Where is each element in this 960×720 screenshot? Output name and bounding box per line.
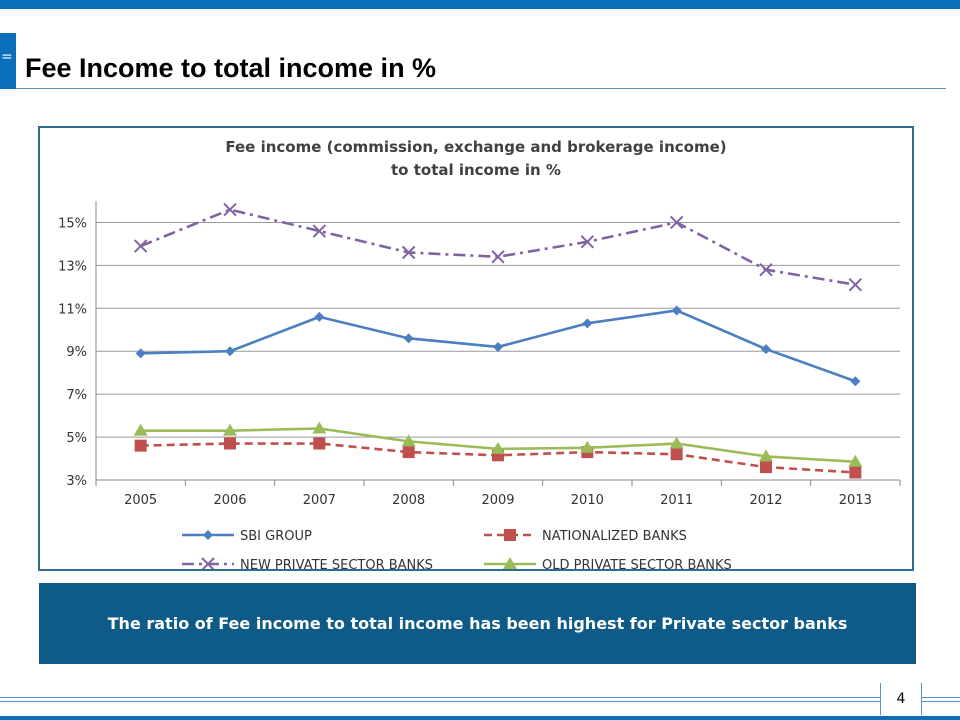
series-2-point	[134, 439, 147, 452]
menu-tab[interactable]: =	[0, 33, 16, 89]
y-tick-label: 9%	[66, 345, 87, 360]
series-4-point	[223, 423, 237, 436]
y-tick-label: 3%	[66, 474, 87, 489]
legend-label-2: NATIONALIZED BANKS	[542, 529, 687, 544]
series-1-point	[135, 348, 146, 359]
series-3-point	[848, 277, 863, 292]
legend-label-4: OLD PRIVATE SECTOR BANKS	[542, 558, 732, 569]
y-tick-label: 15%	[58, 216, 87, 231]
page-number: 4	[896, 691, 906, 707]
legend-marker-2	[504, 529, 516, 541]
x-tick-label: 2009	[481, 493, 514, 508]
y-tick-label: 7%	[66, 388, 87, 403]
legend-label-1: SBI GROUP	[240, 529, 312, 544]
chart-frame: Fee income (commission, exchange and bro…	[38, 126, 914, 571]
x-tick-label: 2008	[392, 493, 425, 508]
series-3-point	[580, 235, 595, 249]
series-2-point	[402, 446, 415, 459]
series-1-point	[850, 376, 861, 387]
series-4-point	[669, 436, 684, 449]
callout-text: The ratio of Fee income to total income …	[107, 614, 848, 633]
series-2-point	[313, 437, 326, 450]
series-3-point	[133, 239, 148, 253]
series-4-point	[133, 423, 148, 436]
series-2-point	[670, 448, 683, 461]
series-3-point	[491, 250, 505, 264]
series-3-point	[312, 224, 327, 238]
series-1-point	[671, 305, 682, 316]
legend-marker-1	[203, 530, 213, 540]
callout-box: The ratio of Fee income to total income …	[39, 583, 916, 664]
series-4-point	[491, 441, 505, 454]
series-4-point	[848, 454, 863, 467]
line-chart: Fee income (commission, exchange and bro…	[58, 138, 901, 569]
y-tick-label: 13%	[58, 259, 87, 274]
series-3-point	[223, 202, 237, 217]
series-1-point	[761, 344, 771, 355]
x-tick-label: 2007	[303, 493, 336, 508]
legend-marker-3	[201, 557, 215, 569]
series-1-point	[314, 311, 325, 322]
series-1-point	[403, 333, 414, 344]
series-3-point	[759, 262, 773, 277]
series-3-point	[401, 245, 416, 260]
x-tick-label: 2013	[839, 493, 872, 508]
footer-rule	[922, 697, 960, 698]
series-2-point	[760, 461, 772, 474]
slide-title: Fee Income to total income in %	[25, 53, 437, 83]
chart-title-line: Fee income (commission, exchange and bro…	[225, 138, 726, 156]
title-divider	[16, 88, 946, 89]
menu-icon: =	[1, 49, 13, 65]
top-accent-bar	[0, 0, 960, 9]
x-tick-label: 2005	[124, 493, 157, 508]
series-4-point	[401, 434, 416, 447]
series-2-point	[849, 466, 862, 479]
series-line-3	[140, 208, 856, 286]
x-tick-label: 2012	[749, 493, 782, 508]
series-1-point	[582, 318, 593, 329]
series-1-point	[225, 346, 235, 357]
footer-rule	[922, 701, 960, 702]
page-number-box: 4	[880, 683, 922, 715]
legend-label-3: NEW PRIVATE SECTOR BANKS	[240, 558, 433, 569]
chart-title-line: to total income in %	[391, 161, 561, 179]
series-4-point	[580, 440, 595, 453]
series-4-point	[312, 421, 327, 434]
y-tick-label: 11%	[58, 302, 87, 317]
legend-marker-4	[503, 557, 517, 569]
x-tick-label: 2010	[571, 493, 604, 508]
footer-rule	[0, 701, 880, 702]
bottom-accent-bar	[0, 716, 960, 720]
series-3-point	[669, 215, 684, 230]
series-4-point	[759, 449, 773, 462]
series-1-point	[493, 341, 503, 352]
x-tick-label: 2011	[660, 493, 693, 508]
x-tick-label: 2006	[213, 493, 246, 508]
y-tick-label: 5%	[66, 431, 87, 446]
series-2-point	[224, 437, 236, 450]
footer-rule	[0, 697, 880, 698]
